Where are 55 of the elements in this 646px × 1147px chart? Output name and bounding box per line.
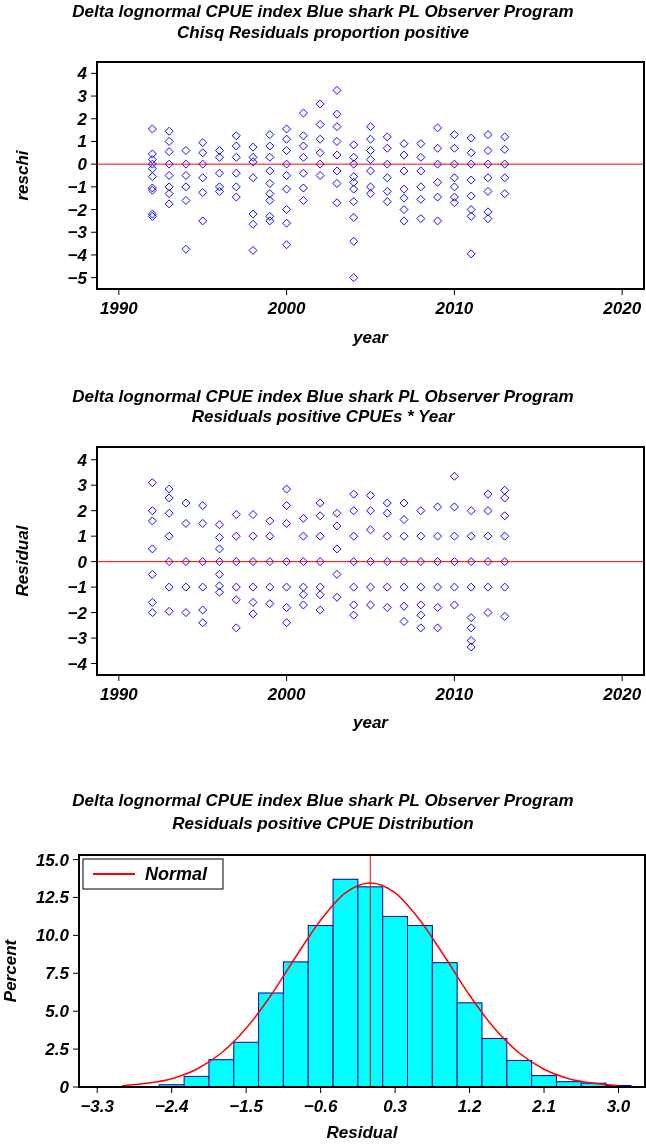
y-tick-label: 7.5 bbox=[45, 964, 70, 984]
x-tick-label: 1.2 bbox=[457, 1097, 482, 1116]
chart-subtitle: Residuals positive CPUEs * Year bbox=[191, 407, 456, 426]
y-tick-label: −3 bbox=[67, 629, 88, 649]
chart-title: Delta lognormal CPUE index Blue shark PL Observer Program bbox=[72, 791, 574, 810]
y-tick-label: −3 bbox=[67, 223, 88, 243]
x-tick-label: 2010 bbox=[434, 685, 474, 704]
chart-title: Delta lognormal CPUE index Blue shark PL Observer Program bbox=[72, 2, 574, 21]
x-tick-label: 3.0 bbox=[606, 1097, 631, 1116]
y-axis-title: Residual bbox=[13, 524, 32, 597]
y-tick-label: 10.0 bbox=[35, 926, 70, 946]
y-tick-label: 5.0 bbox=[45, 1002, 70, 1022]
chart-subtitle: Residuals positive CPUE Distribution bbox=[172, 814, 474, 833]
x-tick-label: 2020 bbox=[602, 685, 642, 704]
y-tick-label: 3 bbox=[77, 476, 88, 496]
y-tick-label: 0 bbox=[77, 155, 88, 175]
legend-label: Normal bbox=[145, 864, 209, 884]
y-tick-label: −1 bbox=[67, 177, 87, 197]
y-tick-label: −2 bbox=[67, 603, 88, 623]
x-tick-label: 2010 bbox=[434, 299, 474, 318]
chart-subtitle: Chisq Residuals proportion positive bbox=[177, 23, 469, 42]
x-tick-label: −3.3 bbox=[80, 1097, 115, 1116]
y-tick-label: −1 bbox=[67, 578, 87, 598]
y-tick-label: −2 bbox=[67, 200, 88, 220]
y-tick-label: 0 bbox=[59, 1078, 70, 1097]
y-axis-title: Percent bbox=[1, 938, 20, 1003]
y-tick-label: 1 bbox=[77, 132, 87, 152]
y-tick-label: 2 bbox=[76, 109, 88, 129]
y-tick-label: 4 bbox=[76, 64, 88, 84]
x-tick-label: −1.5 bbox=[229, 1097, 264, 1116]
x-tick-label: 2000 bbox=[266, 299, 307, 318]
y-tick-label: −5 bbox=[67, 268, 88, 288]
x-tick-label: 2000 bbox=[266, 685, 307, 704]
y-tick-label: 3 bbox=[77, 87, 88, 107]
x-tick-label: 2020 bbox=[602, 299, 642, 318]
y-tick-label: −4 bbox=[67, 654, 88, 674]
y-tick-label: 2 bbox=[76, 501, 88, 521]
y-tick-label: 4 bbox=[76, 450, 88, 470]
y-tick-label: 0 bbox=[77, 552, 88, 572]
y-axis-title: reschi bbox=[13, 149, 32, 201]
x-axis-title: year bbox=[352, 328, 390, 347]
y-tick-label: 15.0 bbox=[35, 850, 70, 870]
x-tick-label: 2.1 bbox=[531, 1097, 556, 1116]
x-tick-label: 0.3 bbox=[383, 1097, 408, 1116]
x-tick-label: −2.4 bbox=[154, 1097, 189, 1116]
chart-title: Delta lognormal CPUE index Blue shark PL Observer Program bbox=[72, 387, 574, 406]
x-tick-label: 1990 bbox=[99, 685, 139, 704]
x-tick-label: −0.6 bbox=[303, 1097, 338, 1116]
y-tick-label: 1 bbox=[77, 527, 87, 547]
x-axis-title: year bbox=[352, 713, 390, 732]
x-axis-title: Residual bbox=[326, 1123, 399, 1142]
y-tick-label: 12.5 bbox=[35, 888, 70, 908]
y-tick-label: −4 bbox=[67, 245, 88, 265]
x-tick-label: 1990 bbox=[99, 299, 139, 318]
y-tick-label: 2.5 bbox=[44, 1040, 70, 1060]
